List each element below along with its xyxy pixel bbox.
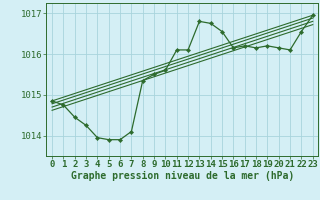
X-axis label: Graphe pression niveau de la mer (hPa): Graphe pression niveau de la mer (hPa)	[71, 171, 294, 181]
